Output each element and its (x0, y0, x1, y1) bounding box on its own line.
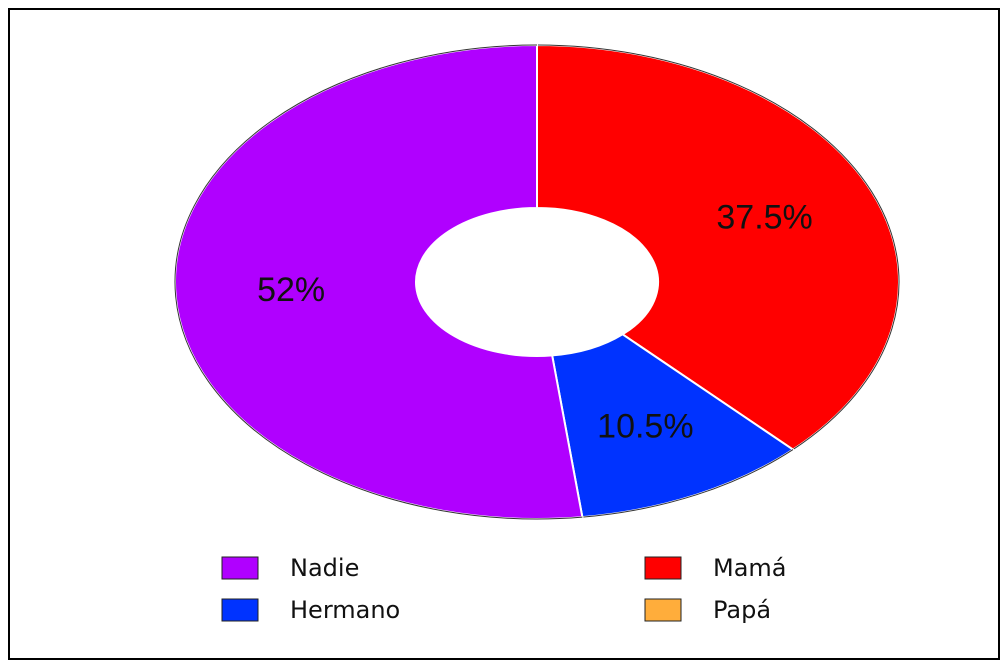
legend-label: Nadie (290, 554, 359, 582)
legend-swatch (221, 598, 259, 622)
legend-label: Mamá (713, 554, 787, 582)
legend-swatch (644, 556, 682, 580)
data-label: 52% (257, 271, 325, 309)
slice-outline (536, 44, 900, 451)
data-label: 37.5% (716, 199, 812, 237)
legend-label: Hermano (290, 596, 400, 624)
legend-label: Papá (713, 596, 771, 624)
slice-outline (174, 44, 583, 520)
slice-outline (582, 449, 794, 518)
data-label: 10.5% (597, 408, 693, 446)
legend-swatch (221, 556, 259, 580)
legend-swatch (644, 598, 682, 622)
